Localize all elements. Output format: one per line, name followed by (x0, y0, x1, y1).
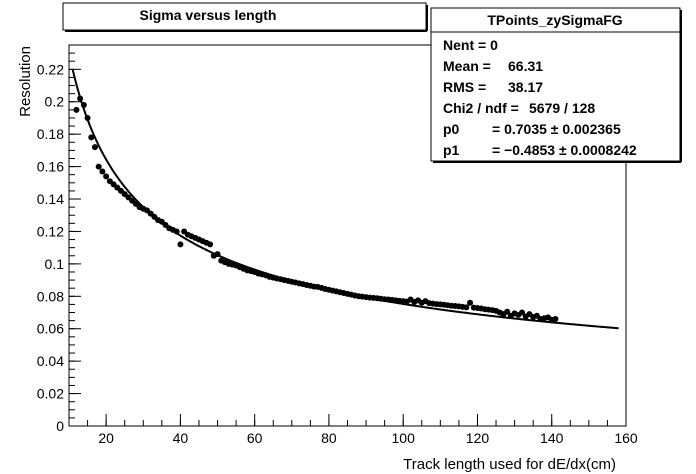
title-box (62, 2, 427, 31)
data-points (73, 95, 559, 323)
y-tick-label: 0.16 (37, 159, 64, 175)
x-tick-label: 100 (392, 430, 416, 446)
data-point (73, 106, 80, 113)
stats-row-label: RMS = (443, 79, 486, 95)
data-point (467, 299, 474, 306)
stats-row-label: Mean = (443, 58, 491, 74)
x-tick-label: 120 (466, 430, 490, 446)
stats-row-value: 5679 / 128 (529, 100, 595, 116)
x-axis-label: Track length used for dE/dx(cm) (403, 456, 616, 473)
y-tick-label: 0.06 (37, 321, 64, 337)
x-tick-label: 80 (321, 430, 337, 446)
stats-row-value: 38.17 (508, 79, 543, 95)
y-tick-label: 0 (56, 418, 64, 434)
stats-row-label: p1 (443, 142, 460, 158)
data-point (88, 134, 95, 141)
chart-title: Sigma versus length (140, 7, 277, 23)
y-tick-label: 0.04 (37, 353, 64, 369)
y-tick-label: 0.08 (37, 288, 64, 304)
stats-row-label: Chi2 / ndf = (443, 100, 519, 116)
x-tick-label: 160 (614, 430, 638, 446)
x-tick-label: 40 (173, 430, 189, 446)
stats-row-label: Nent = 0 (443, 37, 498, 53)
y-tick-label: 0.02 (37, 386, 64, 402)
data-point (519, 309, 526, 316)
axis-ticks (68, 44, 627, 427)
y-tick-label: 0.2 (45, 94, 65, 110)
data-point (177, 241, 184, 248)
stats-box (430, 7, 681, 162)
stats-rows: Nent = 0 Mean = 66.31 RMS = 38.17 Chi2 / ndf … (443, 37, 637, 158)
y-tick-label: 0.1 (45, 256, 65, 272)
y-tick-label: 0.18 (37, 126, 64, 142)
data-point (80, 101, 87, 108)
stats-row-value: 66.31 (508, 58, 543, 74)
data-point (552, 316, 559, 322)
y-tick-label: 0.14 (37, 191, 64, 207)
y-tick-label: 0.22 (37, 61, 64, 77)
stats-row-label: p0 (443, 121, 460, 137)
data-point (463, 304, 470, 311)
y-tick-label: 0.12 (37, 223, 64, 239)
data-point (91, 144, 98, 151)
data-point (84, 114, 91, 121)
stats-row-value: = −0.4853 ± 0.0008242 (492, 142, 637, 158)
x-tick-label: 20 (98, 430, 114, 446)
data-point (207, 241, 214, 248)
data-point (173, 228, 180, 235)
data-point (77, 95, 84, 102)
x-tick-label: 140 (540, 430, 564, 446)
stats-row-value: = 0.7035 ± 0.002365 (492, 121, 621, 137)
tick-labels: 20 40 60 80 100 120 140 160 0 0.02 0.04 0.06 0.08 0.1… (37, 61, 638, 446)
data-point (103, 173, 110, 180)
data-point (504, 308, 511, 315)
y-axis-label: Resolution (17, 46, 34, 117)
stats-box-name: TPoints_zySigmaFG (487, 12, 622, 28)
data-point (99, 168, 106, 175)
data-point (95, 163, 102, 170)
x-tick-label: 60 (247, 430, 263, 446)
data-point (214, 251, 221, 258)
